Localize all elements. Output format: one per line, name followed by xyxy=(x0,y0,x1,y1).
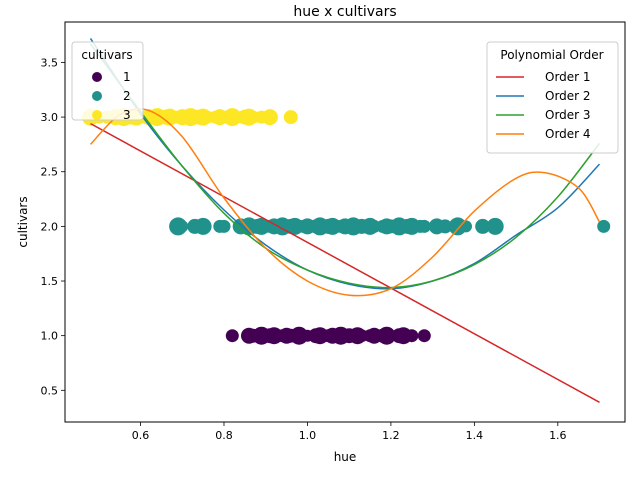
scatter-point-cultivar-2 xyxy=(460,220,472,233)
x-tick-label: 1.2 xyxy=(382,429,400,442)
scatter-point-cultivar-2 xyxy=(417,219,431,233)
legend-frame xyxy=(486,41,619,154)
polynomial-order-legend: Polynomial Order Order 1 Order 2 Order 3 Or… xyxy=(486,41,619,154)
x-axis-label: hue xyxy=(334,450,357,464)
legend-marker-cultivar-3 xyxy=(92,110,102,120)
fit-line-order-3 xyxy=(89,43,601,289)
legend-label: Order 2 xyxy=(545,89,591,103)
y-tick-label: 3.5 xyxy=(41,56,59,69)
scatter-point-cultivar-2 xyxy=(486,217,504,235)
scatter-point-cultivar-2 xyxy=(217,219,231,233)
legend-label: Order 4 xyxy=(545,127,591,141)
scatter-point-cultivar-3 xyxy=(283,110,298,125)
scatter-point-cultivar-1 xyxy=(417,329,431,343)
scatter-point-cultivar-2 xyxy=(475,218,491,234)
x-tick-label: 1.4 xyxy=(466,429,484,442)
cultivars-legend: cultivars 1 2 3 xyxy=(71,41,144,122)
axes-frame xyxy=(64,21,626,423)
x-tick-label: 0.8 xyxy=(215,429,233,442)
y-tick-label: 0.5 xyxy=(41,384,59,397)
y-tick-label: 1.5 xyxy=(41,275,59,288)
fit-line-order-1 xyxy=(90,122,600,403)
x-tick-label: 1.0 xyxy=(299,429,317,442)
scatter-point-cultivar-1 xyxy=(225,329,239,343)
scatter-point-cultivar-2 xyxy=(597,219,611,233)
chart-title: hue x cultivars xyxy=(293,4,396,20)
legend-title: Polynomial Order xyxy=(500,48,603,62)
legend-marker-cultivar-2 xyxy=(92,91,102,101)
y-axis-ticks: 0.5 1.0 1.5 2.0 2.5 3.0 3.5 xyxy=(41,56,65,397)
scatter-point-cultivar-2 xyxy=(438,219,453,234)
scatter-point-cultivar-1 xyxy=(405,329,419,343)
legend-label: Order 1 xyxy=(545,70,591,84)
fit-line-order-4 xyxy=(89,108,601,297)
legend-label: 1 xyxy=(123,70,131,84)
y-tick-label: 1.0 xyxy=(41,330,59,343)
legend-label: 2 xyxy=(123,89,131,103)
legend-title: cultivars xyxy=(81,48,132,62)
legend-frame xyxy=(71,41,144,121)
y-tick-label: 3.0 xyxy=(41,111,59,124)
y-axis-label: cultivars xyxy=(16,196,30,247)
scatter-point-cultivar-3 xyxy=(261,109,278,126)
legend-label: Order 3 xyxy=(545,108,591,122)
y-tick-label: 2.0 xyxy=(41,220,59,233)
scatter-point-cultivar-2 xyxy=(194,217,212,235)
legend-marker-cultivar-1 xyxy=(92,72,102,82)
scatter-point-cultivar-2 xyxy=(176,220,189,233)
y-tick-label: 2.5 xyxy=(41,166,59,179)
x-tick-label: 0.6 xyxy=(132,429,150,442)
x-tick-label: 1.6 xyxy=(549,429,567,442)
legend-label: 3 xyxy=(123,108,131,122)
x-axis-ticks: 0.6 0.8 1.0 1.2 1.4 1.6 xyxy=(132,422,567,442)
